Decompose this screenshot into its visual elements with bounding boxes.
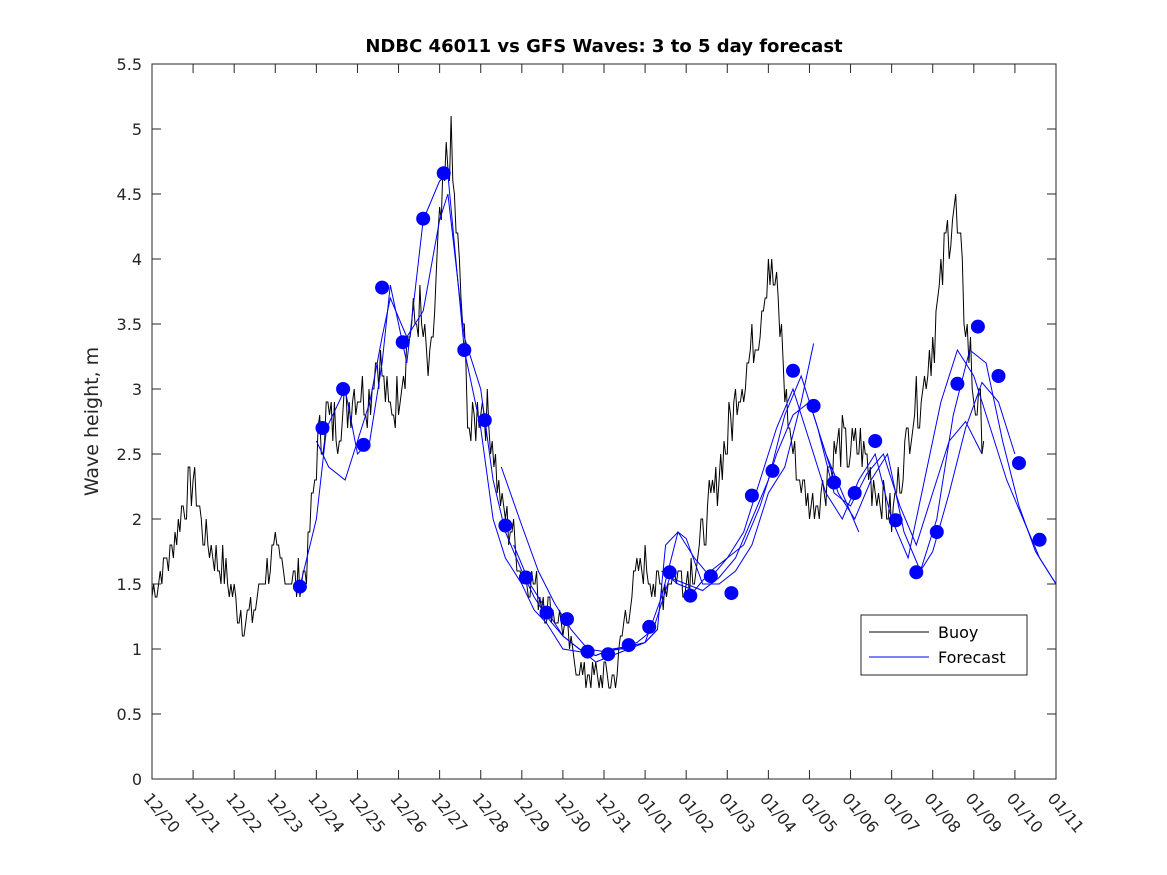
forecast-marker bbox=[950, 376, 965, 391]
forecast-marker bbox=[929, 525, 944, 539]
forecast-marker bbox=[292, 579, 307, 594]
y-tick-label: 3.5 bbox=[117, 315, 142, 334]
forecast-marker bbox=[786, 363, 800, 378]
forecast-marker bbox=[315, 421, 330, 435]
forecast-marker bbox=[539, 605, 554, 620]
y-tick-label: 2 bbox=[132, 510, 142, 529]
forecast-marker bbox=[1032, 532, 1047, 547]
forecast-line-6 bbox=[915, 381, 1016, 578]
y-tick-label: 4 bbox=[132, 250, 142, 269]
forecast-marker bbox=[806, 398, 821, 413]
forecast-marker bbox=[724, 586, 739, 601]
y-tick-label: 2.5 bbox=[117, 445, 142, 464]
forecast-marker bbox=[683, 588, 698, 603]
forecast-marker bbox=[642, 619, 657, 634]
y-tick-label: 1.5 bbox=[117, 575, 142, 594]
forecast-marker bbox=[827, 475, 842, 490]
forecast-marker bbox=[375, 280, 390, 295]
forecast-marker bbox=[601, 647, 616, 662]
forecast-line-4 bbox=[821, 349, 1057, 585]
forecast-marker bbox=[518, 570, 533, 585]
forecast-marker bbox=[765, 463, 780, 478]
y-tick-label: 5 bbox=[132, 120, 142, 139]
forecast-marker bbox=[868, 434, 883, 448]
forecast-marker bbox=[580, 644, 595, 659]
forecast-marker bbox=[498, 518, 513, 533]
forecast-marker bbox=[395, 335, 410, 350]
forecast-line-0 bbox=[299, 173, 815, 657]
chart-title: NDBC 46011 vs GFS Waves: 3 to 5 day fore… bbox=[365, 36, 843, 57]
forecast-marker bbox=[991, 369, 1006, 383]
forecast-marker bbox=[477, 413, 492, 428]
marker-layer bbox=[292, 166, 1047, 662]
forecast-marker bbox=[970, 319, 985, 334]
forecast-line-3 bbox=[661, 348, 1057, 592]
forecast-marker bbox=[336, 382, 351, 396]
y-tick-label: 1 bbox=[132, 640, 142, 659]
y-tick-label: 5.5 bbox=[117, 55, 142, 74]
legend-box bbox=[860, 614, 1028, 676]
forecast-marker bbox=[703, 569, 718, 584]
legend: Buoy Forecast bbox=[860, 614, 1028, 676]
forecast-marker bbox=[560, 612, 574, 627]
y-axis-label: Wave height, m bbox=[81, 347, 103, 496]
y-tick-label: 4.5 bbox=[117, 185, 142, 204]
legend-label-forecast: Forecast bbox=[938, 648, 1006, 667]
y-tick-label: 0 bbox=[132, 770, 142, 789]
forecast-marker bbox=[847, 486, 862, 500]
legend-label-buoy: Buoy bbox=[938, 623, 978, 642]
y-tick-label: 3 bbox=[132, 380, 142, 399]
forecast-marker bbox=[416, 211, 431, 226]
forecast-marker bbox=[662, 565, 677, 580]
forecast-marker bbox=[457, 343, 472, 357]
forecast-marker bbox=[356, 437, 371, 452]
forecast-marker bbox=[621, 638, 636, 653]
forecast-marker bbox=[888, 513, 903, 528]
forecast-marker bbox=[436, 166, 451, 181]
y-tick-label: 0.5 bbox=[117, 705, 142, 724]
forecast-marker bbox=[744, 488, 759, 503]
forecast-marker bbox=[1012, 456, 1026, 471]
forecast-marker bbox=[909, 565, 924, 580]
